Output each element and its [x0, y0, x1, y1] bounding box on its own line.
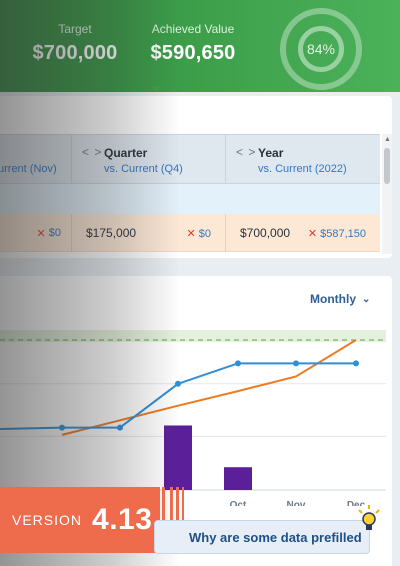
actual-point	[117, 424, 123, 431]
trend-chart: Oct Nov Dec	[0, 330, 386, 506]
bar	[164, 425, 192, 490]
prefilled-help-button[interactable]: Why are some data prefilled	[154, 520, 370, 554]
month-delta: $0	[48, 227, 61, 239]
achieved-kpi: Achieved Value $590,650	[138, 22, 248, 65]
column-year-sub: vs. Current (2022)	[258, 163, 347, 175]
version-badge: VERSION 4.13	[0, 487, 160, 553]
banner-pointer	[150, 86, 162, 92]
column-quarter[interactable]: < > Quarter vs. Current (Q4)	[72, 135, 226, 185]
lightbulb-icon	[358, 505, 380, 530]
quarter-delta-wrap: ✕ $0	[187, 226, 211, 240]
column-month: urrent (Nov)	[0, 135, 72, 185]
actual-point	[59, 424, 65, 431]
expand-arrows-icon[interactable]: < >	[82, 145, 103, 159]
actual-point	[175, 380, 181, 387]
column-quarter-title: Quarter	[104, 146, 148, 160]
column-month-sub: urrent (Nov)	[0, 163, 57, 175]
year-delta: $587,150	[320, 228, 366, 240]
year-value: $700,000	[240, 226, 291, 240]
progress-ring-inner: 84%	[298, 26, 344, 72]
table-subheader-band	[0, 184, 380, 214]
column-year[interactable]: < > Year vs. Current (2022)	[226, 135, 380, 185]
kpi-banner: Target $700,000 Achieved Value $590,650 …	[0, 0, 400, 92]
chevron-down-icon: ⌄	[362, 293, 371, 305]
target-kpi: Target $700,000	[20, 22, 130, 65]
progress-ring: 84%	[280, 8, 362, 90]
actual-point	[235, 360, 241, 367]
achieved-label: Achieved Value	[151, 22, 235, 36]
cross-icon: ✕	[307, 228, 318, 240]
table-header: urrent (Nov) < > Quarter vs. Current (Q4…	[0, 134, 380, 185]
progress-percent: 84%	[306, 41, 336, 57]
scroll-up-icon[interactable]: ▲	[384, 136, 391, 143]
quarter-cell: $175,000 ✕ $0	[72, 214, 226, 252]
year-delta-wrap: ✕ $587,150	[308, 226, 366, 240]
actual-point	[293, 360, 299, 367]
achieved-value: $590,650	[150, 42, 236, 64]
quarter-delta: $0	[198, 228, 211, 240]
target-value: $700,000	[32, 42, 118, 64]
period-dropdown[interactable]: Monthly ⌄	[310, 292, 370, 306]
comparison-table-card: urrent (Nov) < > Quarter vs. Current (Q4…	[0, 96, 392, 258]
cross-icon: ✕	[186, 228, 196, 240]
quarter-value: $175,000	[86, 226, 137, 240]
year-cell: $700,000 ✕ $587,150	[226, 214, 380, 252]
table-row: ✕ $0 $175,000 ✕ $0 $700,000 ✕ $587,150	[0, 214, 380, 252]
period-dropdown-label: Monthly	[310, 292, 356, 306]
version-number: 4.13	[92, 503, 153, 536]
actual-point	[353, 360, 359, 367]
target-label: Target	[58, 22, 92, 36]
column-quarter-sub: vs. Current (Q4)	[104, 163, 183, 175]
bar	[224, 467, 252, 490]
month-cell: ✕ $0	[0, 214, 72, 252]
x-tick-label: Oct	[230, 500, 247, 506]
x-tick-label: Nov	[287, 500, 306, 506]
table-scrollbar[interactable]: ▲	[382, 134, 392, 254]
prefilled-help-label: Why are some data prefilled	[189, 529, 362, 545]
scrollbar-thumb[interactable]	[384, 148, 390, 184]
column-year-title: Year	[258, 146, 284, 160]
expand-arrows-icon[interactable]: < >	[236, 145, 257, 159]
version-label: VERSION	[12, 512, 83, 528]
trend-line	[61, 339, 357, 436]
cross-icon: ✕	[36, 227, 46, 240]
